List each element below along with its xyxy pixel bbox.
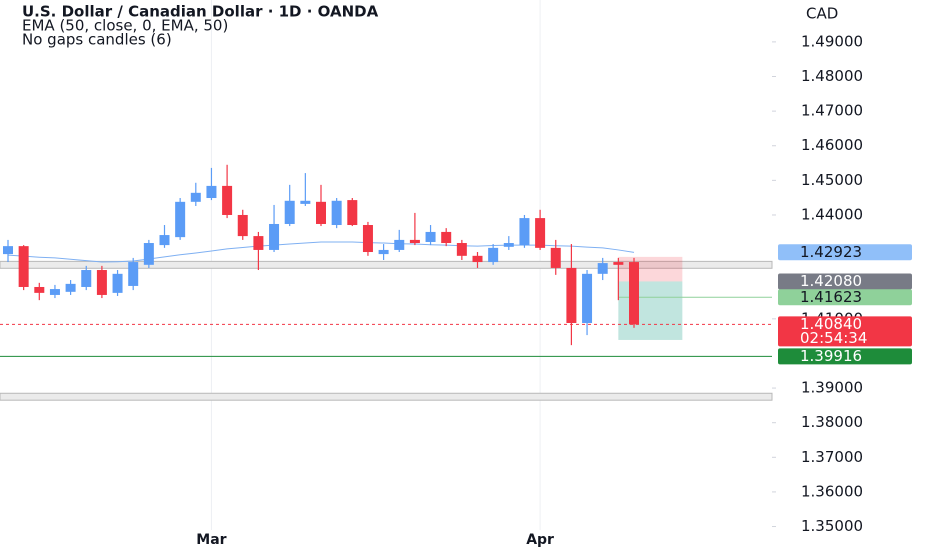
candle-body	[65, 283, 76, 292]
candle-body	[441, 231, 452, 244]
y-tick-label: 1.46000	[801, 136, 863, 154]
indicator-label: EMA (50, close, 0, EMA, 50)	[22, 17, 228, 35]
candle-body	[503, 243, 514, 247]
position-risk	[618, 256, 683, 282]
candle-body	[253, 236, 264, 250]
y-tick-label: 1.35000	[801, 517, 863, 535]
x-tick-label: Apr	[526, 532, 554, 548]
y-tick-label: 1.44000	[801, 205, 863, 223]
candle-body	[18, 246, 29, 287]
price-badge	[778, 273, 912, 290]
y-tick-label: 1.38000	[801, 413, 863, 431]
y-tick-label: 1.36000	[801, 482, 863, 500]
candle-body	[112, 273, 123, 293]
price-badge	[778, 244, 912, 261]
y-tick-label: 1.48000	[801, 67, 863, 85]
candle-body	[269, 223, 280, 250]
price-badge-label: 1.39916	[800, 347, 862, 365]
countdown-label: 02:54:34	[800, 329, 867, 347]
candle-body	[300, 200, 311, 204]
candle-body	[206, 185, 217, 199]
candle-body	[488, 247, 499, 263]
y-tick-label: 1.37000	[801, 448, 863, 466]
candle-body	[394, 239, 405, 250]
ema-line	[7, 241, 635, 263]
y-tick-label: 1.39000	[801, 379, 863, 397]
candle-body	[237, 214, 248, 237]
chart-title: U.S. Dollar / Canadian Dollar · 1D · OAN…	[22, 3, 379, 21]
price-badge	[778, 348, 912, 365]
candle-body	[159, 235, 170, 246]
candle-body	[128, 262, 139, 286]
candle-body	[49, 289, 60, 295]
candle-body	[347, 200, 358, 226]
price-badge-label: 1.40840	[800, 315, 862, 333]
candle-body	[409, 239, 420, 244]
candle-body	[456, 243, 467, 256]
candle-body	[566, 267, 577, 323]
candle-body	[143, 243, 154, 265]
candle-body	[81, 270, 92, 287]
price-badge	[778, 316, 912, 347]
candle-body	[190, 192, 201, 202]
currency-label: CAD	[806, 5, 838, 23]
candle-body	[535, 218, 546, 248]
plot-area	[0, 0, 773, 530]
candle-body	[582, 273, 593, 323]
candle-body	[284, 200, 295, 224]
price-axis: 1.49000 1.48000 1.47000 1.46000 1.45000 1.440…	[772, 32, 912, 535]
zone	[0, 260, 773, 269]
zone	[0, 392, 773, 401]
candle-body	[378, 249, 389, 255]
candle-body	[96, 270, 107, 295]
price-badge-label: 1.42923	[800, 243, 862, 261]
candle-body	[331, 200, 342, 226]
candle-body	[597, 263, 608, 274]
candle-body	[613, 262, 624, 265]
candle-body	[629, 262, 639, 325]
y-tick-label: 1.45000	[801, 171, 863, 189]
price-badge-label: 1.41623	[800, 288, 862, 306]
candle-body	[425, 231, 436, 242]
candle-body	[472, 255, 483, 263]
candle-body	[362, 225, 373, 253]
y-tick-label: 1.47000	[801, 102, 863, 120]
candle-body	[316, 201, 326, 224]
candle-body	[3, 246, 13, 255]
candle-body	[222, 185, 233, 215]
indicator-label: No gaps candles (6)	[22, 31, 172, 49]
price-badge	[778, 289, 912, 306]
x-tick-label: Mar	[196, 532, 226, 548]
candle-body	[550, 247, 561, 268]
candle-body	[175, 201, 186, 238]
candle-body	[519, 218, 530, 246]
price-badge-label: 1.42080	[800, 272, 862, 290]
y-tick-label: 1.49000	[801, 32, 863, 50]
position-reward	[618, 281, 683, 340]
candle-body	[34, 286, 45, 293]
